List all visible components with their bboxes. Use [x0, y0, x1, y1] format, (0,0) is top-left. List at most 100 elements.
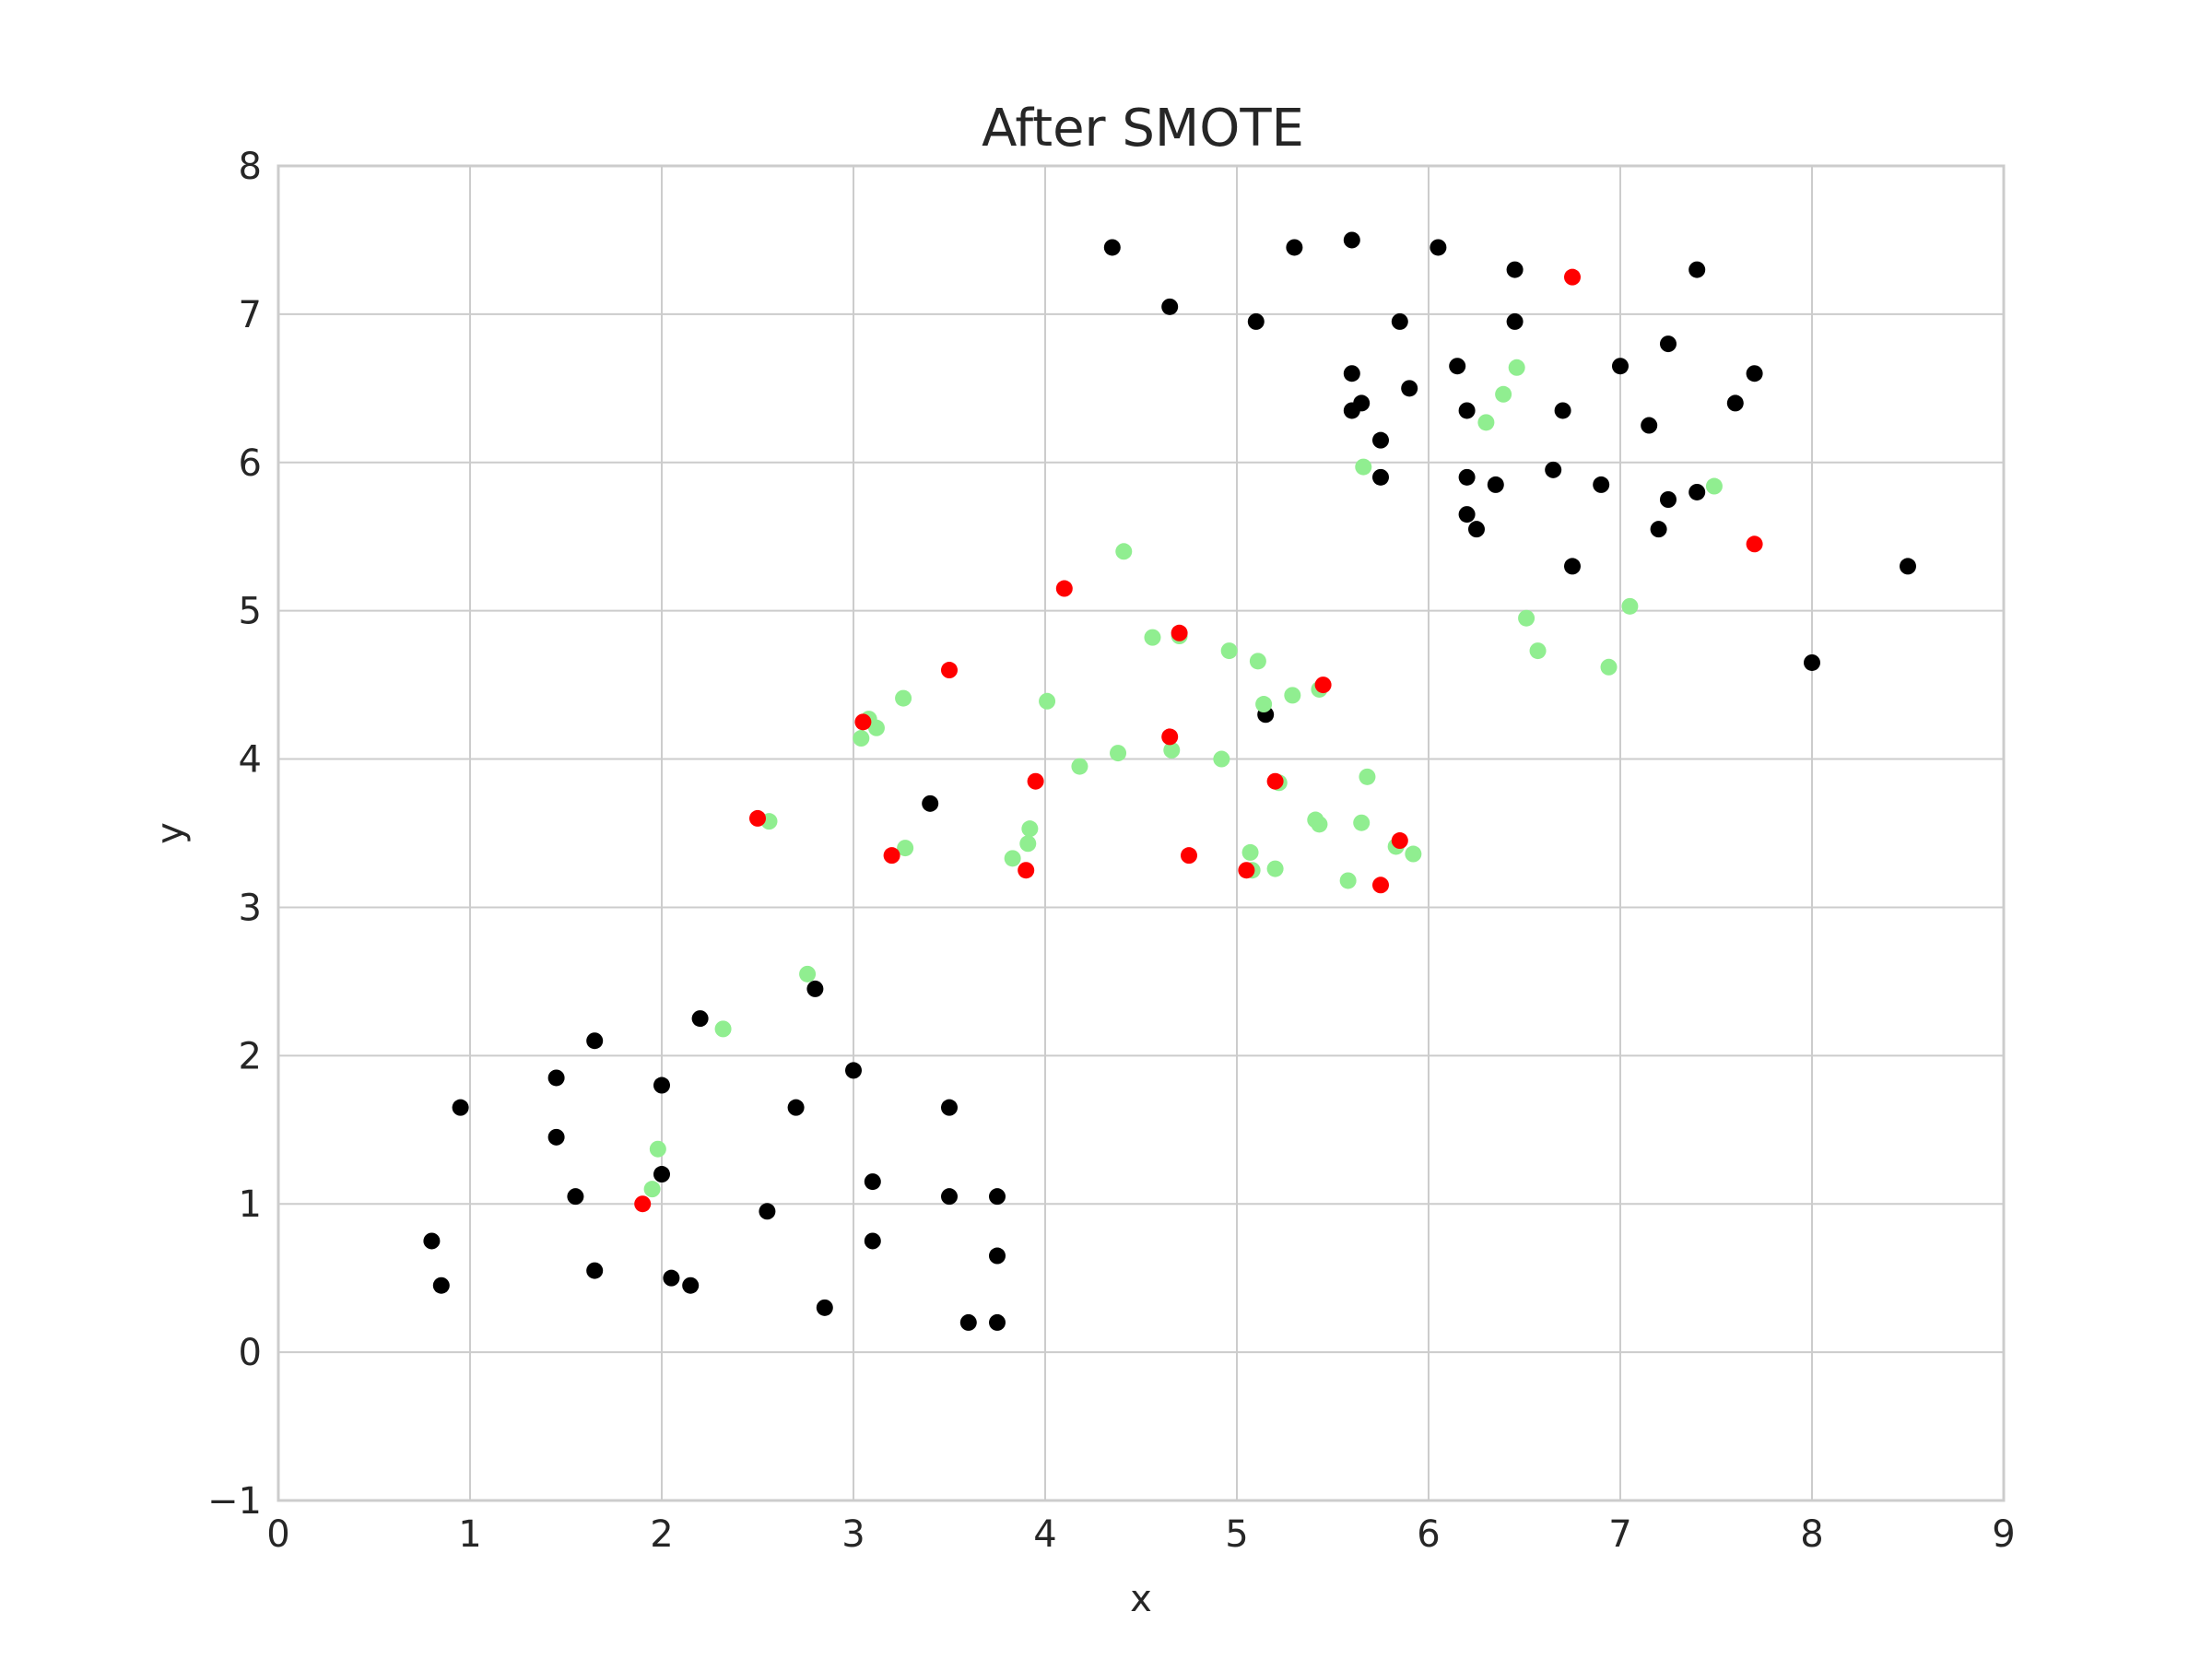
data-point	[1650, 521, 1667, 538]
data-point	[1355, 458, 1372, 476]
data-point	[864, 1232, 881, 1250]
data-point	[1247, 312, 1265, 330]
data-point	[1564, 268, 1581, 286]
data-point	[1746, 365, 1763, 382]
data-point	[653, 1166, 670, 1183]
data-point	[1518, 609, 1535, 627]
data-point	[586, 1032, 604, 1050]
data-point	[1339, 872, 1357, 889]
x-tick-label: 9	[1992, 1513, 2015, 1556]
data-point	[1495, 385, 1512, 403]
data-point	[1103, 239, 1121, 256]
data-point	[1284, 687, 1301, 704]
data-point	[1021, 820, 1039, 838]
data-point	[634, 1195, 652, 1213]
data-point	[941, 1099, 958, 1116]
data-point	[1391, 312, 1408, 330]
data-point	[1110, 745, 1127, 762]
data-point	[1039, 692, 1056, 710]
data-point	[1487, 476, 1504, 493]
data-point	[1238, 862, 1255, 879]
data-point	[867, 719, 885, 736]
y-tick-label: 6	[239, 442, 262, 485]
data-point	[1161, 298, 1179, 315]
data-point	[1213, 750, 1230, 768]
x-tick-label: 3	[841, 1513, 865, 1556]
data-point	[1249, 653, 1266, 670]
data-point	[1115, 543, 1133, 560]
x-tick-label: 6	[1417, 1513, 1440, 1556]
series-2	[634, 268, 1763, 1213]
data-point	[1055, 580, 1073, 597]
data-point	[1600, 658, 1618, 676]
data-point	[1071, 758, 1088, 775]
y-tick-label: 2	[239, 1035, 262, 1077]
data-point	[1705, 477, 1723, 495]
data-point	[989, 1313, 1006, 1331]
data-point	[854, 713, 872, 731]
data-point	[1353, 814, 1371, 831]
data-point	[1181, 847, 1197, 865]
data-point	[547, 1128, 565, 1146]
data-point	[432, 1277, 450, 1294]
data-point	[1311, 816, 1328, 833]
x-tick-label: 8	[1800, 1513, 1823, 1556]
data-point	[1163, 741, 1181, 759]
data-point	[663, 1269, 680, 1287]
data-point	[1529, 642, 1547, 660]
data-point	[1621, 597, 1639, 615]
data-point	[1660, 335, 1677, 353]
data-point	[1458, 468, 1476, 486]
data-point	[1746, 535, 1763, 553]
data-point	[1343, 365, 1360, 382]
data-point	[799, 965, 817, 982]
x-tick-labels: 0 1 2 3 4 5 6 7 8 9	[266, 1513, 2015, 1556]
data-point	[922, 794, 939, 812]
data-point	[845, 1062, 862, 1079]
data-point	[1372, 877, 1389, 894]
data-point	[1641, 417, 1658, 434]
data-point	[749, 809, 766, 827]
data-point	[1545, 461, 1562, 478]
data-point	[895, 689, 912, 707]
y-tick-label: 4	[239, 739, 262, 782]
data-point	[1286, 239, 1303, 256]
data-point	[1508, 359, 1525, 376]
data-point	[1241, 843, 1259, 861]
data-point	[1449, 358, 1466, 375]
y-tick-labels: −1 0 1 2 3 4 5 6 7 8	[207, 146, 262, 1523]
y-tick-label: 8	[239, 146, 262, 188]
data-point	[897, 840, 914, 857]
chart-title: After SMOTE	[982, 99, 1304, 159]
data-point	[1027, 772, 1044, 790]
data-point	[883, 847, 900, 865]
data-point	[567, 1188, 584, 1206]
data-point	[1019, 835, 1037, 853]
data-point	[959, 1313, 977, 1331]
data-point	[452, 1099, 469, 1116]
data-point	[1506, 261, 1524, 278]
data-point	[1004, 850, 1021, 867]
data-point	[1171, 624, 1188, 641]
data-point	[989, 1247, 1006, 1265]
data-point	[816, 1299, 833, 1316]
data-point	[682, 1277, 700, 1294]
data-point	[1468, 521, 1485, 538]
data-point	[1660, 491, 1677, 508]
data-point	[941, 1188, 958, 1206]
x-tick-label: 7	[1608, 1513, 1631, 1556]
y-tick-label: 7	[239, 294, 262, 336]
data-point	[1343, 231, 1360, 249]
data-point	[1220, 642, 1238, 660]
data-point	[643, 1181, 661, 1198]
data-point	[759, 1203, 776, 1220]
data-point	[423, 1232, 441, 1250]
x-tick-label: 0	[266, 1513, 289, 1556]
series-0	[423, 231, 1916, 1331]
data-point	[1688, 261, 1706, 278]
data-point	[1804, 653, 1820, 671]
data-point	[1506, 312, 1524, 330]
data-point	[1688, 483, 1706, 500]
data-point	[1900, 558, 1916, 575]
